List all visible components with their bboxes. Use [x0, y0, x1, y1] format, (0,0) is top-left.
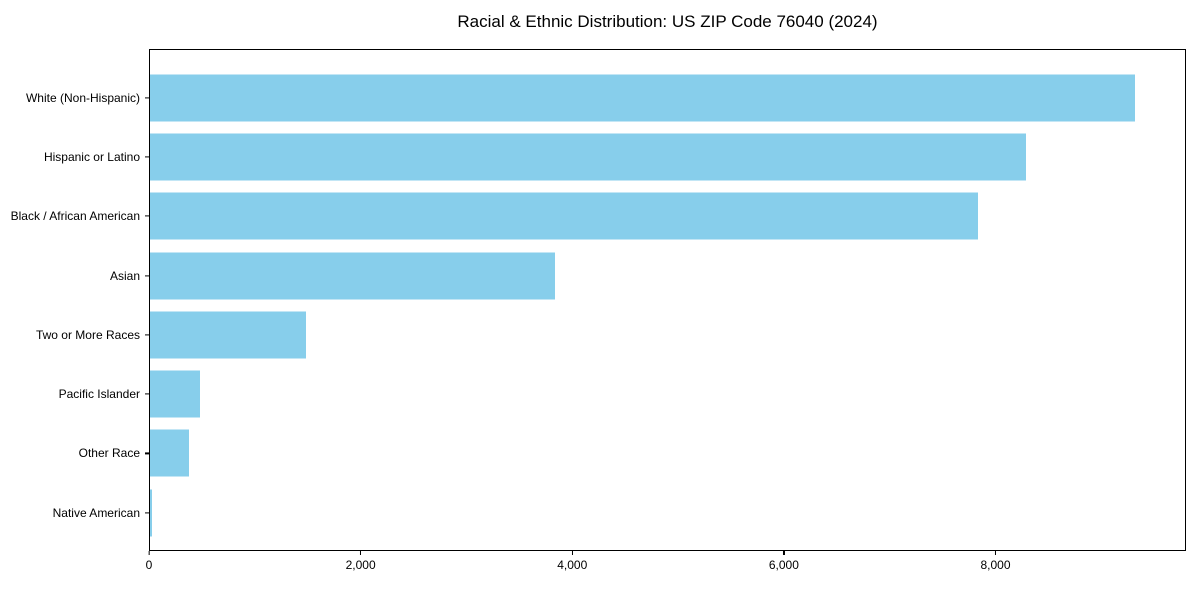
x-tick: 0 — [145, 551, 153, 572]
bar-row: Pacific Islander — [0, 364, 1200, 423]
category-label: Native American — [52, 505, 140, 520]
x-axis-ticks: 0 2,000 4,000 6,000 8,000 — [145, 551, 1186, 581]
bar — [150, 489, 152, 537]
y-tick-mark — [145, 334, 149, 336]
y-tick-mark — [145, 452, 149, 455]
x-tick: 8,000 — [981, 551, 1011, 572]
y-tick-mark — [145, 274, 149, 277]
x-tick-mark — [994, 551, 997, 555]
category-label: Hispanic or Latino — [43, 149, 140, 164]
bar — [150, 133, 1027, 181]
x-tick-mark — [783, 551, 785, 555]
bar — [150, 74, 1136, 122]
bar-row: Two or More Races — [0, 305, 1200, 364]
bar — [150, 370, 200, 418]
category-label: Asian — [109, 268, 140, 283]
x-tick-label: 4,000 — [557, 558, 588, 572]
y-tick-mark — [145, 215, 149, 217]
category-label: Two or More Races — [35, 327, 140, 342]
x-tick-label: 8,000 — [980, 558, 1011, 572]
plot-area — [149, 49, 1186, 551]
bar-row: Hispanic or Latino — [0, 127, 1200, 186]
bar-rows: White (Non-Hispanic) Hispanic or Latino Bl… — [0, 68, 1200, 542]
chart-title: Racial & Ethnic Distribution: US ZIP Cod… — [457, 12, 878, 31]
bar — [150, 192, 978, 240]
category-label: Other Race — [78, 446, 140, 461]
y-tick-mark — [145, 97, 149, 99]
x-tick: 6,000 — [769, 551, 799, 572]
x-tick-mark — [571, 551, 573, 555]
bar — [150, 429, 189, 477]
x-tick-mark — [148, 551, 150, 555]
bar-row: Asian — [0, 246, 1200, 305]
bar-row: Other Race — [0, 424, 1200, 483]
category-label: Pacific Islander — [58, 387, 140, 402]
y-tick-mark — [145, 156, 149, 158]
bar-row: Native American — [0, 483, 1200, 542]
category-label: Black / African American — [10, 209, 140, 224]
bar — [150, 252, 555, 300]
bar — [150, 311, 307, 359]
y-tick-mark — [145, 393, 149, 395]
x-tick-label: 2,000 — [345, 558, 376, 572]
y-tick-mark — [145, 512, 149, 514]
x-tick-label: 6,000 — [768, 558, 799, 572]
x-tick-mark — [360, 551, 362, 555]
category-label: White (Non-Hispanic) — [25, 90, 140, 105]
bar-row: Black / African American — [0, 187, 1200, 246]
bar-row: White (Non-Hispanic) — [0, 68, 1200, 127]
x-tick: 4,000 — [557, 551, 587, 572]
x-tick-label: 0 — [145, 558, 153, 572]
x-tick: 2,000 — [346, 551, 376, 572]
